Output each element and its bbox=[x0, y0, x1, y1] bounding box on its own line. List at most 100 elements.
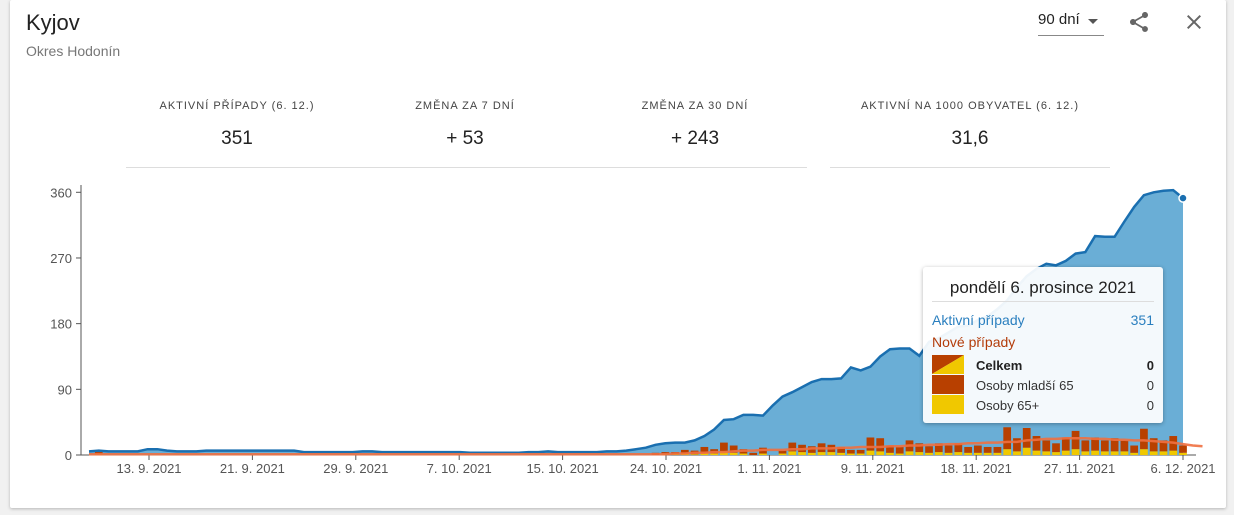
y-tick-label: 270 bbox=[50, 251, 72, 266]
chevron-down-icon bbox=[1088, 19, 1098, 24]
bar-65plus bbox=[778, 453, 787, 455]
stat-value: 31,6 bbox=[951, 128, 989, 149]
tooltip-active-label: Aktivní případy bbox=[932, 312, 1025, 328]
bar-under65 bbox=[1149, 438, 1158, 452]
stat-label: ZMĚNA ZA 7 DNÍ bbox=[415, 100, 515, 112]
divider bbox=[932, 301, 1154, 302]
bar-under65 bbox=[964, 446, 972, 453]
legend-swatch-under65 bbox=[932, 375, 964, 394]
stat-label: ZMĚNA ZA 30 DNÍ bbox=[641, 100, 749, 112]
bar-under65 bbox=[720, 442, 728, 452]
divider bbox=[126, 167, 807, 168]
new-cases-average-line bbox=[89, 436, 1203, 456]
bar-65plus bbox=[1149, 451, 1158, 455]
y-tick-label: 360 bbox=[50, 185, 72, 200]
bar-65plus bbox=[729, 452, 738, 455]
bar-under65 bbox=[974, 445, 982, 453]
bar-under65 bbox=[1052, 443, 1060, 453]
bar-under65 bbox=[944, 445, 953, 453]
bar-65plus bbox=[925, 452, 933, 455]
bar-under65 bbox=[954, 443, 963, 453]
share-icon[interactable] bbox=[1127, 10, 1151, 34]
bar-65plus bbox=[788, 451, 797, 455]
bar-under65 bbox=[1110, 438, 1119, 452]
stat-label: AKTIVNÍ PŘÍPADY (6. 12.) bbox=[159, 100, 315, 112]
bar-65plus bbox=[1032, 450, 1041, 455]
bar-65plus bbox=[1159, 451, 1168, 455]
bar-65plus bbox=[1169, 450, 1178, 455]
bar-65plus bbox=[1130, 452, 1139, 455]
tooltip-row-name: Osoby 65+ bbox=[976, 398, 1040, 413]
tooltip-date: pondělí 6. prosince 2021 bbox=[949, 278, 1137, 297]
x-tick-label: 27. 11. 2021 bbox=[1044, 461, 1115, 476]
bar-under65 bbox=[1179, 445, 1187, 453]
bar-under65 bbox=[1100, 440, 1109, 452]
bar-65plus bbox=[798, 452, 806, 455]
bar-under65 bbox=[778, 450, 787, 454]
tooltip-row-total: Celkem 0 bbox=[932, 355, 1154, 374]
tooltip-row-value: 0 bbox=[1146, 398, 1154, 413]
bar-under65 bbox=[1130, 445, 1139, 453]
tooltip-row-value: 0 bbox=[1146, 358, 1154, 373]
bar-65plus bbox=[1120, 451, 1129, 455]
bar-65plus bbox=[964, 452, 972, 455]
divider bbox=[830, 167, 1110, 168]
bar-under65 bbox=[680, 449, 689, 454]
bar-under65 bbox=[895, 446, 904, 454]
bar-65plus bbox=[1071, 449, 1080, 455]
bar-65plus bbox=[1061, 450, 1070, 455]
bar-65plus bbox=[856, 453, 865, 455]
bar-under65 bbox=[1003, 427, 1012, 450]
bar-under65 bbox=[837, 446, 845, 453]
y-tick-label: 0 bbox=[65, 448, 72, 463]
stat-change-7d: ZMĚNA ZA 7 DNÍ + 53 bbox=[355, 100, 575, 150]
bar-under65 bbox=[886, 445, 894, 453]
bar-65plus bbox=[944, 452, 953, 455]
bar-under65 bbox=[1091, 437, 1099, 451]
bar-under65 bbox=[1081, 440, 1090, 452]
x-tick-label: 7. 10. 2021 bbox=[427, 461, 492, 476]
bar-65plus bbox=[983, 452, 992, 455]
stat-active-cases: AKTIVNÍ PŘÍPADY (6. 12.) 351 bbox=[127, 100, 347, 150]
bar-65plus bbox=[1110, 451, 1119, 455]
bar-65plus bbox=[739, 453, 748, 455]
bar-65plus bbox=[1081, 451, 1090, 455]
bar-65plus bbox=[876, 451, 885, 455]
bar-65plus bbox=[827, 452, 836, 455]
bar-65plus bbox=[1042, 451, 1051, 455]
highlight-point bbox=[1178, 193, 1188, 203]
bar-65plus bbox=[1091, 450, 1099, 455]
bar-under65 bbox=[866, 437, 875, 451]
tooltip-row-65plus: Osoby 65+ 0 bbox=[932, 395, 1154, 414]
bar-under65 bbox=[1140, 428, 1148, 450]
x-tick-label: 24. 10. 2021 bbox=[630, 461, 702, 476]
bar-65plus bbox=[954, 452, 963, 455]
close-icon[interactable] bbox=[1182, 10, 1206, 34]
stat-value: + 53 bbox=[446, 128, 484, 149]
bar-under65 bbox=[983, 446, 992, 453]
tooltip-row-under65: Osoby mladší 65 0 bbox=[932, 375, 1154, 394]
range-label: 90 dní bbox=[1038, 11, 1080, 28]
range-dropdown[interactable]: 90 dní bbox=[1038, 9, 1104, 36]
x-tick-label: 29. 9. 2021 bbox=[323, 461, 388, 476]
bar-under65 bbox=[1042, 440, 1051, 452]
stat-value: + 243 bbox=[670, 128, 720, 149]
tooltip-new-label: Nové případy bbox=[932, 334, 1016, 350]
x-tick-label: 6. 12. 2021 bbox=[1150, 461, 1215, 476]
y-tick-label: 90 bbox=[58, 382, 72, 397]
stat-label: AKTIVNÍ NA 1000 OBYVATEL (6. 12.) bbox=[860, 100, 1080, 112]
bar-65plus bbox=[1100, 451, 1109, 455]
bar-under65 bbox=[729, 445, 738, 453]
bar-under65 bbox=[788, 442, 797, 452]
bar-under65 bbox=[847, 449, 855, 454]
bar-under65 bbox=[700, 446, 709, 453]
bar-65plus bbox=[759, 453, 767, 455]
bar-under65 bbox=[1159, 440, 1168, 452]
legend-swatch-total bbox=[932, 355, 964, 374]
bar-65plus bbox=[1052, 452, 1060, 455]
bar-65plus bbox=[895, 453, 904, 455]
active-cases-area bbox=[89, 190, 1183, 455]
bar-under65 bbox=[925, 446, 933, 453]
chart-card: Kyjov Okres Hodonín 90 dní AKTIVNÍ PŘÍPA… bbox=[10, 0, 1226, 508]
